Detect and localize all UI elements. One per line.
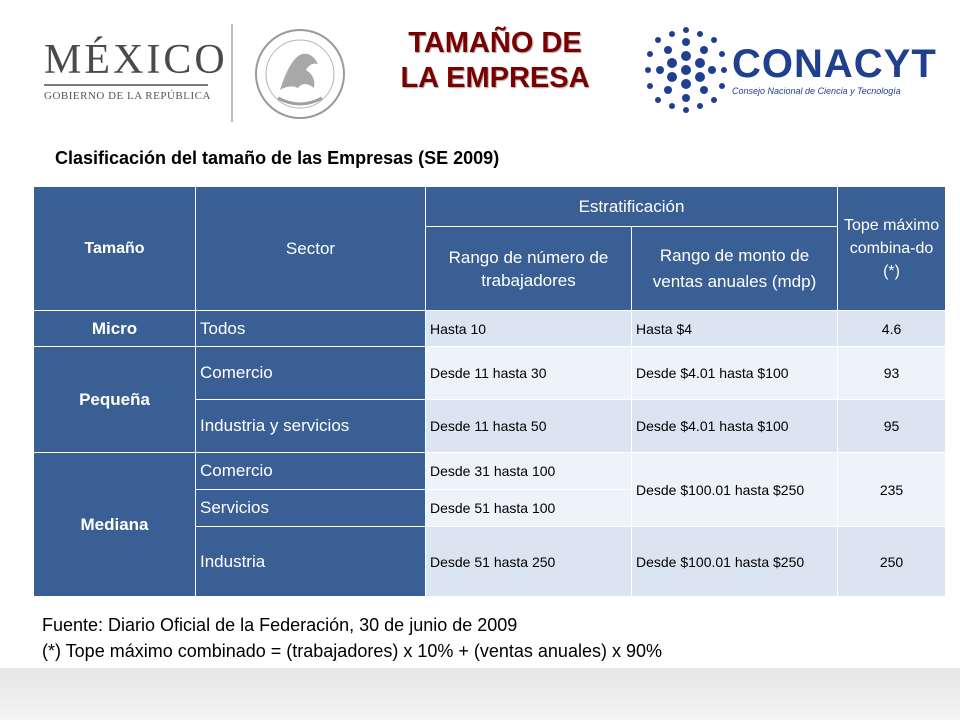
table-row: Servicios Desde 51 hasta 100: [34, 489, 946, 527]
mexico-logo-rule: [44, 84, 208, 86]
sector-cell: Todos: [195, 310, 426, 347]
tope-cell: 95: [837, 399, 947, 453]
table-row: Industria Desde 51 hasta 250 Desde $100.…: [34, 526, 947, 597]
tope-cell: 93: [837, 346, 947, 400]
company-size-table: Tamaño Sector Estratificación Tope máxim…: [33, 186, 947, 597]
header-tamano: Tamaño: [33, 186, 196, 311]
slide-title: TAMAÑO DE LA EMPRESA: [395, 26, 595, 96]
tope-cell: 250: [837, 526, 947, 597]
conacyt-logo: CONACYT Consejo Nacional de Ciencia y Te…: [640, 20, 940, 120]
trabajadores-cell: Desde 11 hasta 50: [425, 399, 632, 453]
mexico-logo-wordmark: MÉXICO: [44, 37, 228, 83]
conacyt-wordmark: CONACYT: [732, 42, 937, 86]
ventas-cell: Desde $4.01 hasta $100: [630, 346, 839, 400]
mexico-government-logo: MÉXICO GOBIERNO DE LA REPÚBLICA: [38, 28, 238, 108]
bottom-band: [0, 668, 960, 720]
national-seal-icon: [231, 24, 345, 122]
footnotes: Fuente: Diario Oficial de la Federación,…: [42, 612, 662, 664]
trabajadores-cell: Hasta 10: [425, 310, 632, 347]
header-sector: Sector: [195, 186, 426, 311]
sector-cell: Comercio: [195, 452, 426, 490]
conacyt-subtitle: Consejo Nacional de Ciencia y Tecnología: [732, 86, 901, 96]
tope-cell: 4.6: [837, 310, 947, 347]
sector-cell: Servicios: [195, 489, 426, 527]
trabajadores-cell: Desde 51 hasta 250: [425, 526, 632, 597]
sector-cell: Comercio: [195, 346, 426, 400]
table-row: Mediana Comercio Desde 31 hasta 100 Desd…: [33, 452, 947, 597]
table-row: Industria y servicios Desde 11 hasta 50 …: [34, 399, 947, 453]
trabajadores-cell: Desde 51 hasta 100: [425, 489, 632, 527]
sector-cell: Industria: [195, 526, 426, 597]
ventas-cell: Desde $100.01 hasta $250: [630, 452, 839, 527]
source-note: Fuente: Diario Oficial de la Federación,…: [42, 615, 518, 635]
ventas-cell: Hasta $4: [630, 310, 839, 347]
formula-note: (*) Tope máximo combinado = (trabajadore…: [42, 641, 662, 661]
header-rango-trabajadores: Rango de número de trabajadores: [425, 226, 632, 311]
header-estratificacion: Estratificación: [424, 186, 839, 227]
header-tope-maximo: Tope máximo combina-do (*): [837, 186, 947, 311]
conacyt-dots-icon: [645, 27, 727, 113]
slide-header: MÉXICO GOBIERNO DE LA REPÚBLICA TAMAÑO D…: [0, 0, 960, 140]
tope-cell: 235: [837, 452, 947, 527]
table-row: Micro Todos Hasta 10 Hasta $4 4.6: [33, 310, 947, 347]
slide-title-line1: TAMAÑO DE: [408, 27, 582, 59]
table-caption: Clasificación del tamaño de las Empresas…: [55, 148, 500, 168]
trabajadores-cell: Desde 31 hasta 100: [425, 452, 632, 490]
ventas-cell: Desde $100.01 hasta $250: [630, 526, 839, 597]
size-pequena: Pequeña: [33, 346, 196, 453]
slide-title-line2: LA EMPRESA: [400, 62, 590, 94]
sector-cell: Industria y servicios: [195, 399, 426, 453]
table-row: Pequeña Comercio Desde 11 hasta 30 Desde…: [33, 346, 947, 453]
ventas-cell: Desde $4.01 hasta $100: [630, 399, 839, 453]
size-micro: Micro: [33, 310, 196, 347]
trabajadores-cell: Desde 11 hasta 30: [425, 346, 632, 400]
header-rango-ventas: Rango de monto de ventas anuales (mdp): [630, 226, 839, 311]
size-mediana: Mediana: [33, 452, 196, 597]
mexico-logo-subtitle: GOBIERNO DE LA REPÚBLICA: [44, 90, 211, 102]
